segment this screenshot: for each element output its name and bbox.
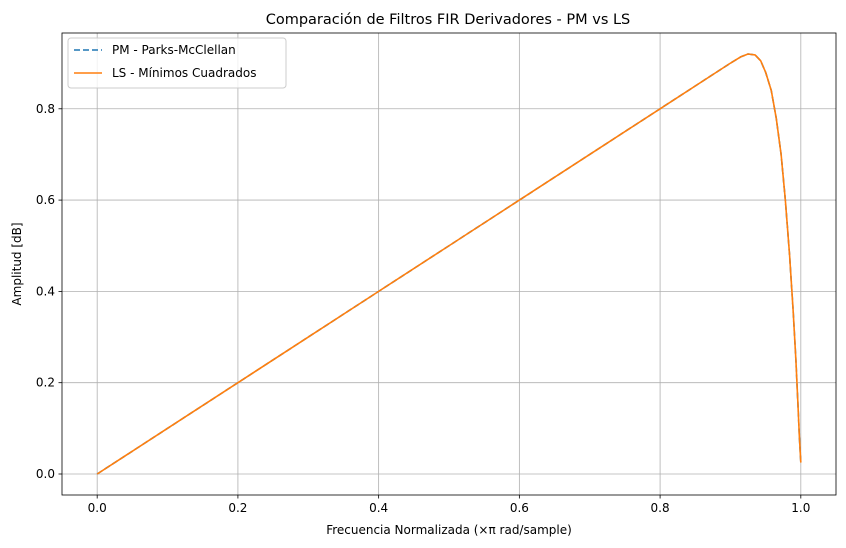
x-tick-label: 0.2 <box>228 501 247 515</box>
legend-box <box>67 37 287 89</box>
y-axis-ticks: 0.0 0.2 0.4 0.6 0.8 <box>36 102 62 481</box>
legend-label-pm: PM - Parks-McClellan <box>112 43 236 57</box>
x-tick-label: 0.8 <box>651 501 670 515</box>
x-tick-label: 1.0 <box>791 501 810 515</box>
x-tick-label: 0.6 <box>510 501 529 515</box>
x-axis-label: Frecuencia Normalizada (×π rad/sample) <box>326 523 572 537</box>
series-layer <box>96 53 802 475</box>
x-axis-ticks: 0.0 0.2 0.4 0.6 0.8 1.0 <box>88 495 810 515</box>
grid <box>62 33 836 495</box>
y-tick-label: 0.2 <box>36 376 55 390</box>
legend: PM - Parks-McClellan LS - Mínimos Cuadra… <box>67 37 287 89</box>
series-line-1 <box>96 53 802 475</box>
y-tick-label: 0.0 <box>36 467 55 481</box>
legend-label-ls: LS - Mínimos Cuadrados <box>112 66 256 80</box>
series-line-0 <box>96 53 802 475</box>
plot-frame <box>61 32 837 496</box>
x-tick-label: 0.4 <box>369 501 388 515</box>
y-tick-label: 0.8 <box>36 102 55 116</box>
y-tick-label: 0.6 <box>36 193 55 207</box>
x-tick-label: 0.0 <box>88 501 107 515</box>
chart-title: Comparación de Filtros FIR Derivadores -… <box>266 12 631 28</box>
y-tick-label: 0.4 <box>36 284 55 298</box>
y-axis-label: Amplitud [dB] <box>10 222 24 305</box>
